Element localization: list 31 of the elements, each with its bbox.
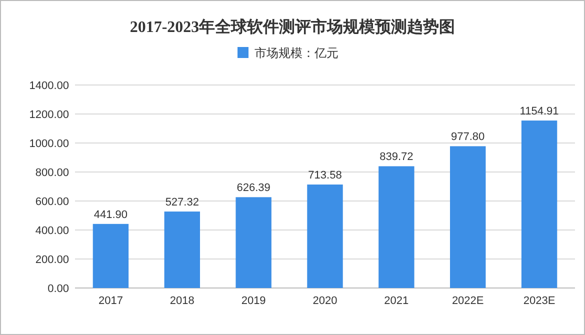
bar — [307, 184, 343, 288]
text: 527.32 — [165, 196, 199, 209]
text: 713.58 — [308, 170, 342, 182]
x-tick-label: 2018 — [170, 295, 194, 307]
y-tick-label: 1400.00 — [29, 80, 69, 92]
y-tick-label: 200.00 — [35, 254, 69, 266]
text: 977.80 — [451, 131, 485, 144]
y-tick-label: 0.00 — [48, 283, 69, 295]
bar — [92, 224, 129, 288]
text: 626.39 — [236, 182, 270, 194]
y-tick-label: 600.00 — [35, 196, 69, 208]
x-tick-label: 2021 — [384, 295, 409, 307]
y-tick-label: 800.00 — [35, 167, 69, 179]
bar — [450, 146, 486, 288]
x-tick-label: 2017 — [98, 295, 123, 307]
bar — [236, 197, 272, 288]
x-tick-label: 2019 — [241, 295, 266, 307]
y-tick-label: 1000.00 — [29, 138, 69, 150]
bar — [378, 166, 414, 288]
text: 441.90 — [94, 208, 128, 221]
bar — [521, 120, 558, 288]
text: 839.72 — [380, 151, 414, 164]
x-tick-label: 2023E — [523, 295, 556, 307]
x-tick-label: 2020 — [312, 295, 338, 307]
text: 1154.91 — [520, 106, 559, 118]
legend-label: 市场规模：亿元 — [254, 46, 338, 60]
chart-title: 2017-2023年全球软件测评市场规模预测趋势图 — [130, 18, 456, 36]
y-tick-label: 1200.00 — [29, 109, 69, 121]
y-tick-label: 400.00 — [35, 225, 69, 237]
x-tick-label: 2022E — [452, 295, 484, 307]
bar — [164, 212, 200, 288]
